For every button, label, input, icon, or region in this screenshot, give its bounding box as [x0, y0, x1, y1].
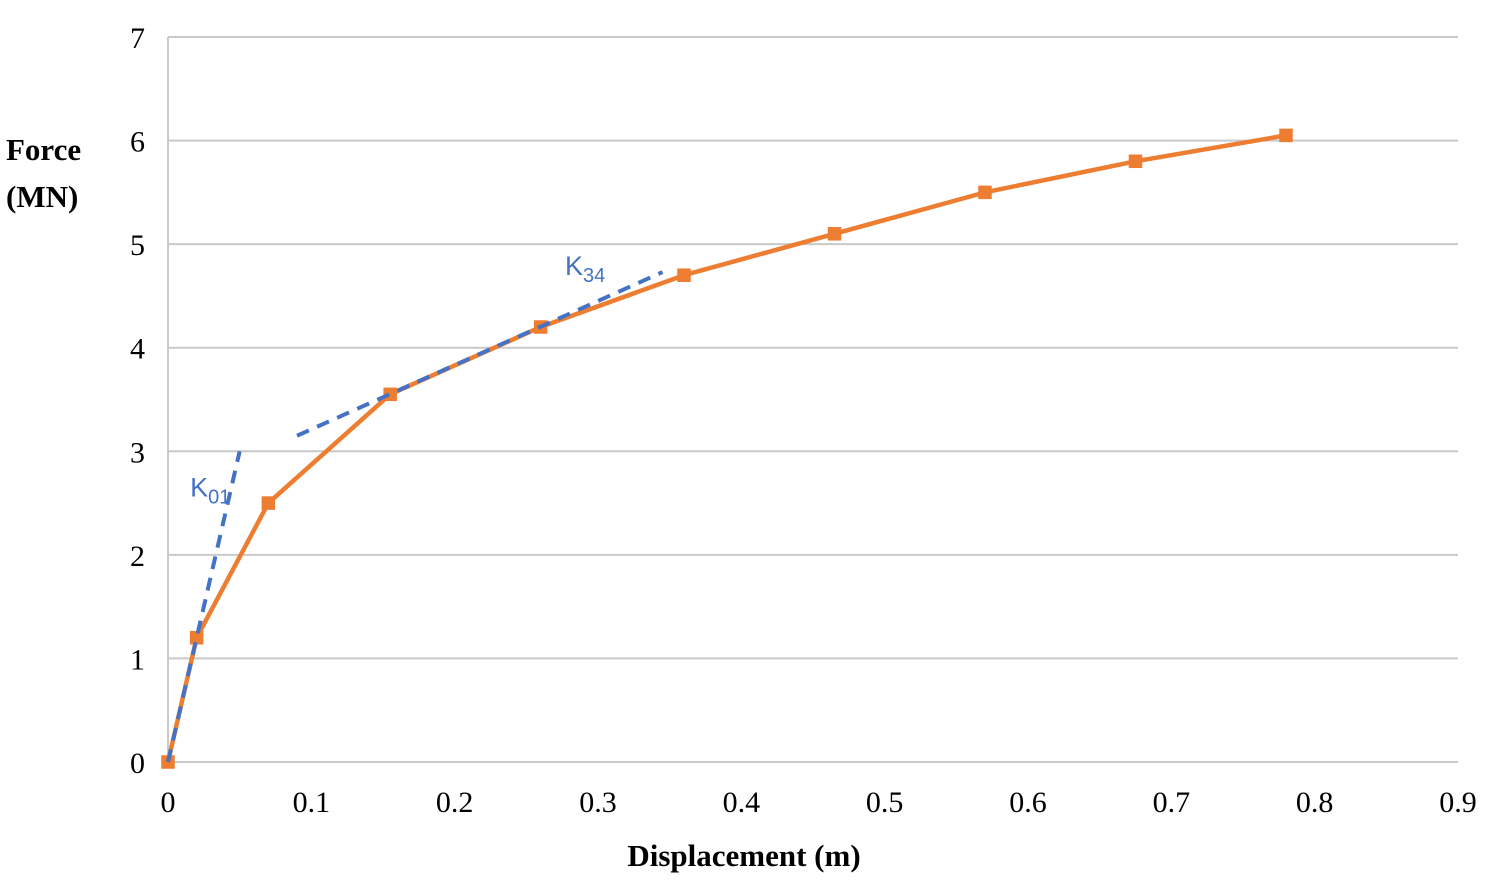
x-tick-label: 0.8	[1296, 786, 1334, 819]
k34-label: K34	[565, 251, 605, 287]
k01-label: K01	[190, 473, 230, 509]
y-axis-title: Force (MN)	[6, 126, 116, 220]
y-tick-label: 4	[130, 333, 145, 366]
force-displacement-curve	[165, 133, 1287, 763]
x-tick-label: 0.7	[1153, 786, 1191, 819]
data-point-marker	[1279, 128, 1293, 143]
data-point-marker	[677, 268, 691, 282]
x-tick-label: 0.1	[293, 786, 331, 819]
x-tick-label: 0	[161, 786, 176, 819]
x-tick-label: 0.4	[723, 786, 761, 819]
y-tick-label: 2	[130, 540, 145, 573]
x-tick-label: 0.6	[1009, 786, 1047, 819]
y-tick-label: 5	[130, 229, 145, 262]
y-tick-label: 0	[130, 747, 145, 780]
y-tick-label: 6	[130, 126, 145, 159]
data-point-marker	[978, 185, 992, 200]
y-tick-label: 1	[130, 643, 145, 676]
x-axis-title: Displacement (m)	[627, 838, 861, 873]
x-tick-label: 0.9	[1439, 786, 1477, 819]
y-tick-label: 3	[130, 436, 145, 469]
x-tick-label: 0.5	[866, 786, 904, 819]
data-point-marker	[1128, 154, 1143, 169]
y-tick-label: 7	[130, 22, 145, 55]
k01-stiffness-line	[166, 450, 242, 763]
k34-stiffness-line	[296, 270, 664, 438]
data-point-marker	[189, 630, 204, 645]
y-axis-title-line2: (MN)	[6, 179, 79, 214]
data-point-marker	[827, 227, 842, 241]
data-point-marker	[261, 496, 276, 510]
x-tick-label: 0.2	[436, 786, 474, 819]
y-axis-title-line1: Force	[6, 132, 82, 167]
x-tick-label: 0.3	[579, 786, 617, 819]
